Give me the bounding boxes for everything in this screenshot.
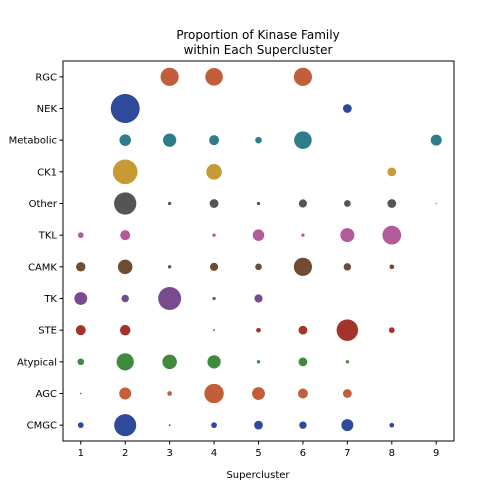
bubble-agc-3 (167, 391, 172, 396)
bubble-ste-1 (76, 325, 86, 335)
bubble-cmgc-6 (299, 421, 306, 428)
bubble-camk-1 (76, 262, 85, 271)
bubble-agc-5 (252, 387, 265, 400)
bubble-metabolic-2 (119, 134, 131, 146)
x-tick-label: 5 (255, 448, 261, 459)
bubble-ck1-4 (206, 164, 222, 180)
x-tick-label: 7 (344, 448, 350, 459)
x-axis-label: Supercluster (226, 470, 290, 481)
bubble-atypical-2 (117, 353, 134, 370)
bubble-tkl-6 (301, 234, 304, 237)
bubble-metabolic-4 (209, 135, 219, 145)
bubble-camk-7 (344, 263, 351, 270)
y-tick-label: Other (29, 199, 58, 210)
bubble-tk-2 (121, 295, 128, 302)
bubble-rgc-4 (205, 68, 223, 86)
x-tick-label: 4 (211, 448, 217, 459)
x-tick-label: 6 (300, 448, 306, 459)
bubble-tkl-7 (340, 228, 354, 242)
y-tick-label: Metabolic (9, 136, 57, 147)
bubble-cmgc-3 (169, 424, 171, 426)
bubble-nek-2 (111, 94, 140, 123)
bubble-cmgc-7 (341, 419, 353, 431)
bubble-ste-2 (120, 325, 130, 335)
bubble-agc-1 (80, 393, 82, 395)
bubble-nek-7 (343, 104, 352, 113)
x-tick-label: 1 (78, 448, 84, 459)
bubble-cmgc-1 (78, 422, 84, 428)
bubble-rgc-6 (294, 68, 312, 86)
bubble-atypical-1 (77, 359, 84, 366)
bubble-tkl-8 (382, 226, 401, 245)
bubble-tk-1 (74, 292, 87, 305)
bubble-other-4 (210, 199, 219, 208)
bubble-camk-4 (210, 263, 218, 271)
bubble-metabolic-9 (431, 135, 442, 146)
x-tick-label: 3 (166, 448, 172, 459)
bubble-ste-7 (337, 319, 359, 341)
chart-title-line-2: within Each Supercluster (184, 43, 333, 57)
bubble-camk-8 (389, 264, 394, 269)
y-tick-label: RGC (35, 72, 57, 83)
y-tick-label: NEK (37, 104, 58, 115)
bubble-other-2 (114, 192, 136, 214)
y-tick-label: Atypical (17, 357, 57, 368)
bubble-ste-5 (256, 328, 261, 333)
x-tick-label: 2 (122, 448, 128, 459)
x-tick-label: 8 (389, 448, 395, 459)
bubble-ste-8 (389, 327, 395, 333)
bubble-camk-6 (294, 258, 312, 276)
bubble-rgc-3 (161, 68, 179, 86)
y-tick-label: CK1 (37, 167, 57, 178)
bubble-atypical-5 (257, 360, 260, 363)
bubble-atypical-3 (162, 355, 176, 369)
bubble-camk-5 (255, 264, 262, 271)
bubble-ck1-2 (113, 160, 138, 185)
bubble-cmgc-2 (114, 414, 136, 436)
bubble-tkl-5 (253, 229, 265, 241)
bubble-other-3 (168, 202, 171, 205)
y-tick-label: TKL (38, 231, 58, 242)
bubble-cmgc-5 (254, 421, 263, 430)
x-tick-label: 9 (433, 448, 439, 459)
bubble-metabolic-5 (255, 137, 262, 144)
bubble-tk-3 (158, 287, 181, 310)
y-tick-label: CAMK (28, 262, 57, 273)
y-tick-label: AGC (36, 389, 57, 400)
bubble-agc-6 (298, 389, 308, 399)
bubble-tk-5 (254, 294, 262, 302)
bubble-agc-2 (119, 388, 131, 400)
bubble-cmgc-8 (389, 423, 394, 428)
bubble-metabolic-3 (163, 134, 176, 147)
y-tick-label: CMGC (27, 421, 57, 432)
bubble-atypical-4 (207, 355, 220, 368)
bubble-camk-2 (118, 260, 132, 274)
bubble-other-5 (257, 202, 260, 205)
bubble-ste-4 (213, 329, 215, 331)
bubble-cmgc-4 (211, 422, 217, 428)
bubble-atypical-7 (346, 360, 349, 363)
bubble-other-7 (344, 200, 351, 207)
y-tick-label: TK (43, 294, 57, 305)
bubble-ck1-8 (387, 167, 396, 176)
bubble-other-6 (299, 199, 307, 207)
bubble-tk-4 (212, 297, 215, 300)
bubble-other-9 (436, 203, 437, 204)
bubble-tkl-4 (212, 234, 215, 237)
chart-title-line-1: Proportion of Kinase Family (176, 28, 339, 42)
bubble-metabolic-6 (294, 131, 312, 149)
bubble-agc-7 (343, 389, 352, 398)
bubble-tkl-2 (120, 230, 130, 240)
bubble-atypical-6 (299, 357, 308, 366)
y-tick-label: STE (38, 326, 57, 337)
bubble-camk-3 (168, 265, 171, 268)
bubble-ste-6 (299, 326, 308, 335)
bubble-agc-4 (204, 384, 223, 403)
bubble-other-8 (387, 199, 396, 208)
bubble-tkl-1 (78, 232, 84, 238)
